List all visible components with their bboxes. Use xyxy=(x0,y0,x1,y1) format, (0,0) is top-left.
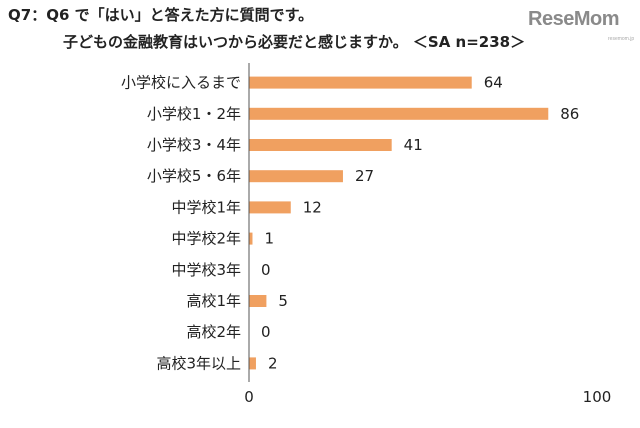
brand-watermark-sub: resemom.jp xyxy=(608,36,635,42)
bar xyxy=(249,107,549,120)
data-label: 0 xyxy=(261,261,271,279)
bar xyxy=(249,139,392,151)
question-subtitle: 子どもの金融教育はいつから必要だと感じますか。 ＜SA n=238＞ xyxy=(63,33,526,51)
question-title: Q7：Q6 で「はい」と答えた方に質問です。 xyxy=(8,6,314,24)
category-label: 高校3年以上 xyxy=(156,354,241,372)
data-label: 64 xyxy=(484,74,503,92)
data-label: 41 xyxy=(404,136,423,154)
data-label: 12 xyxy=(303,198,322,216)
data-label: 86 xyxy=(560,105,579,123)
category-label: 中学校3年 xyxy=(171,261,241,279)
data-label: 0 xyxy=(261,323,271,341)
category-label: 小学校5・6年 xyxy=(147,167,241,185)
data-label: 1 xyxy=(264,230,274,248)
x-tick-label: 100 xyxy=(583,388,612,406)
bar xyxy=(249,295,267,307)
bar xyxy=(249,201,291,214)
category-label: 小学校3・4年 xyxy=(147,136,241,154)
category-label: 小学校に入るまで xyxy=(121,74,241,92)
bar xyxy=(249,76,472,89)
x-tick-label: 0 xyxy=(244,388,254,406)
brand-watermark: ReseMom xyxy=(528,8,619,30)
bar xyxy=(249,170,343,183)
bar xyxy=(249,357,256,370)
category-label: 中学校1年 xyxy=(171,198,241,216)
category-label: 中学校2年 xyxy=(171,230,241,248)
category-label: 高校1年 xyxy=(186,292,241,310)
data-label: 2 xyxy=(268,354,278,372)
data-label: 5 xyxy=(278,292,288,310)
data-label: 27 xyxy=(355,167,374,185)
category-label: 小学校1・2年 xyxy=(147,105,241,123)
bar xyxy=(249,232,253,245)
category-label: 高校2年 xyxy=(186,323,241,341)
